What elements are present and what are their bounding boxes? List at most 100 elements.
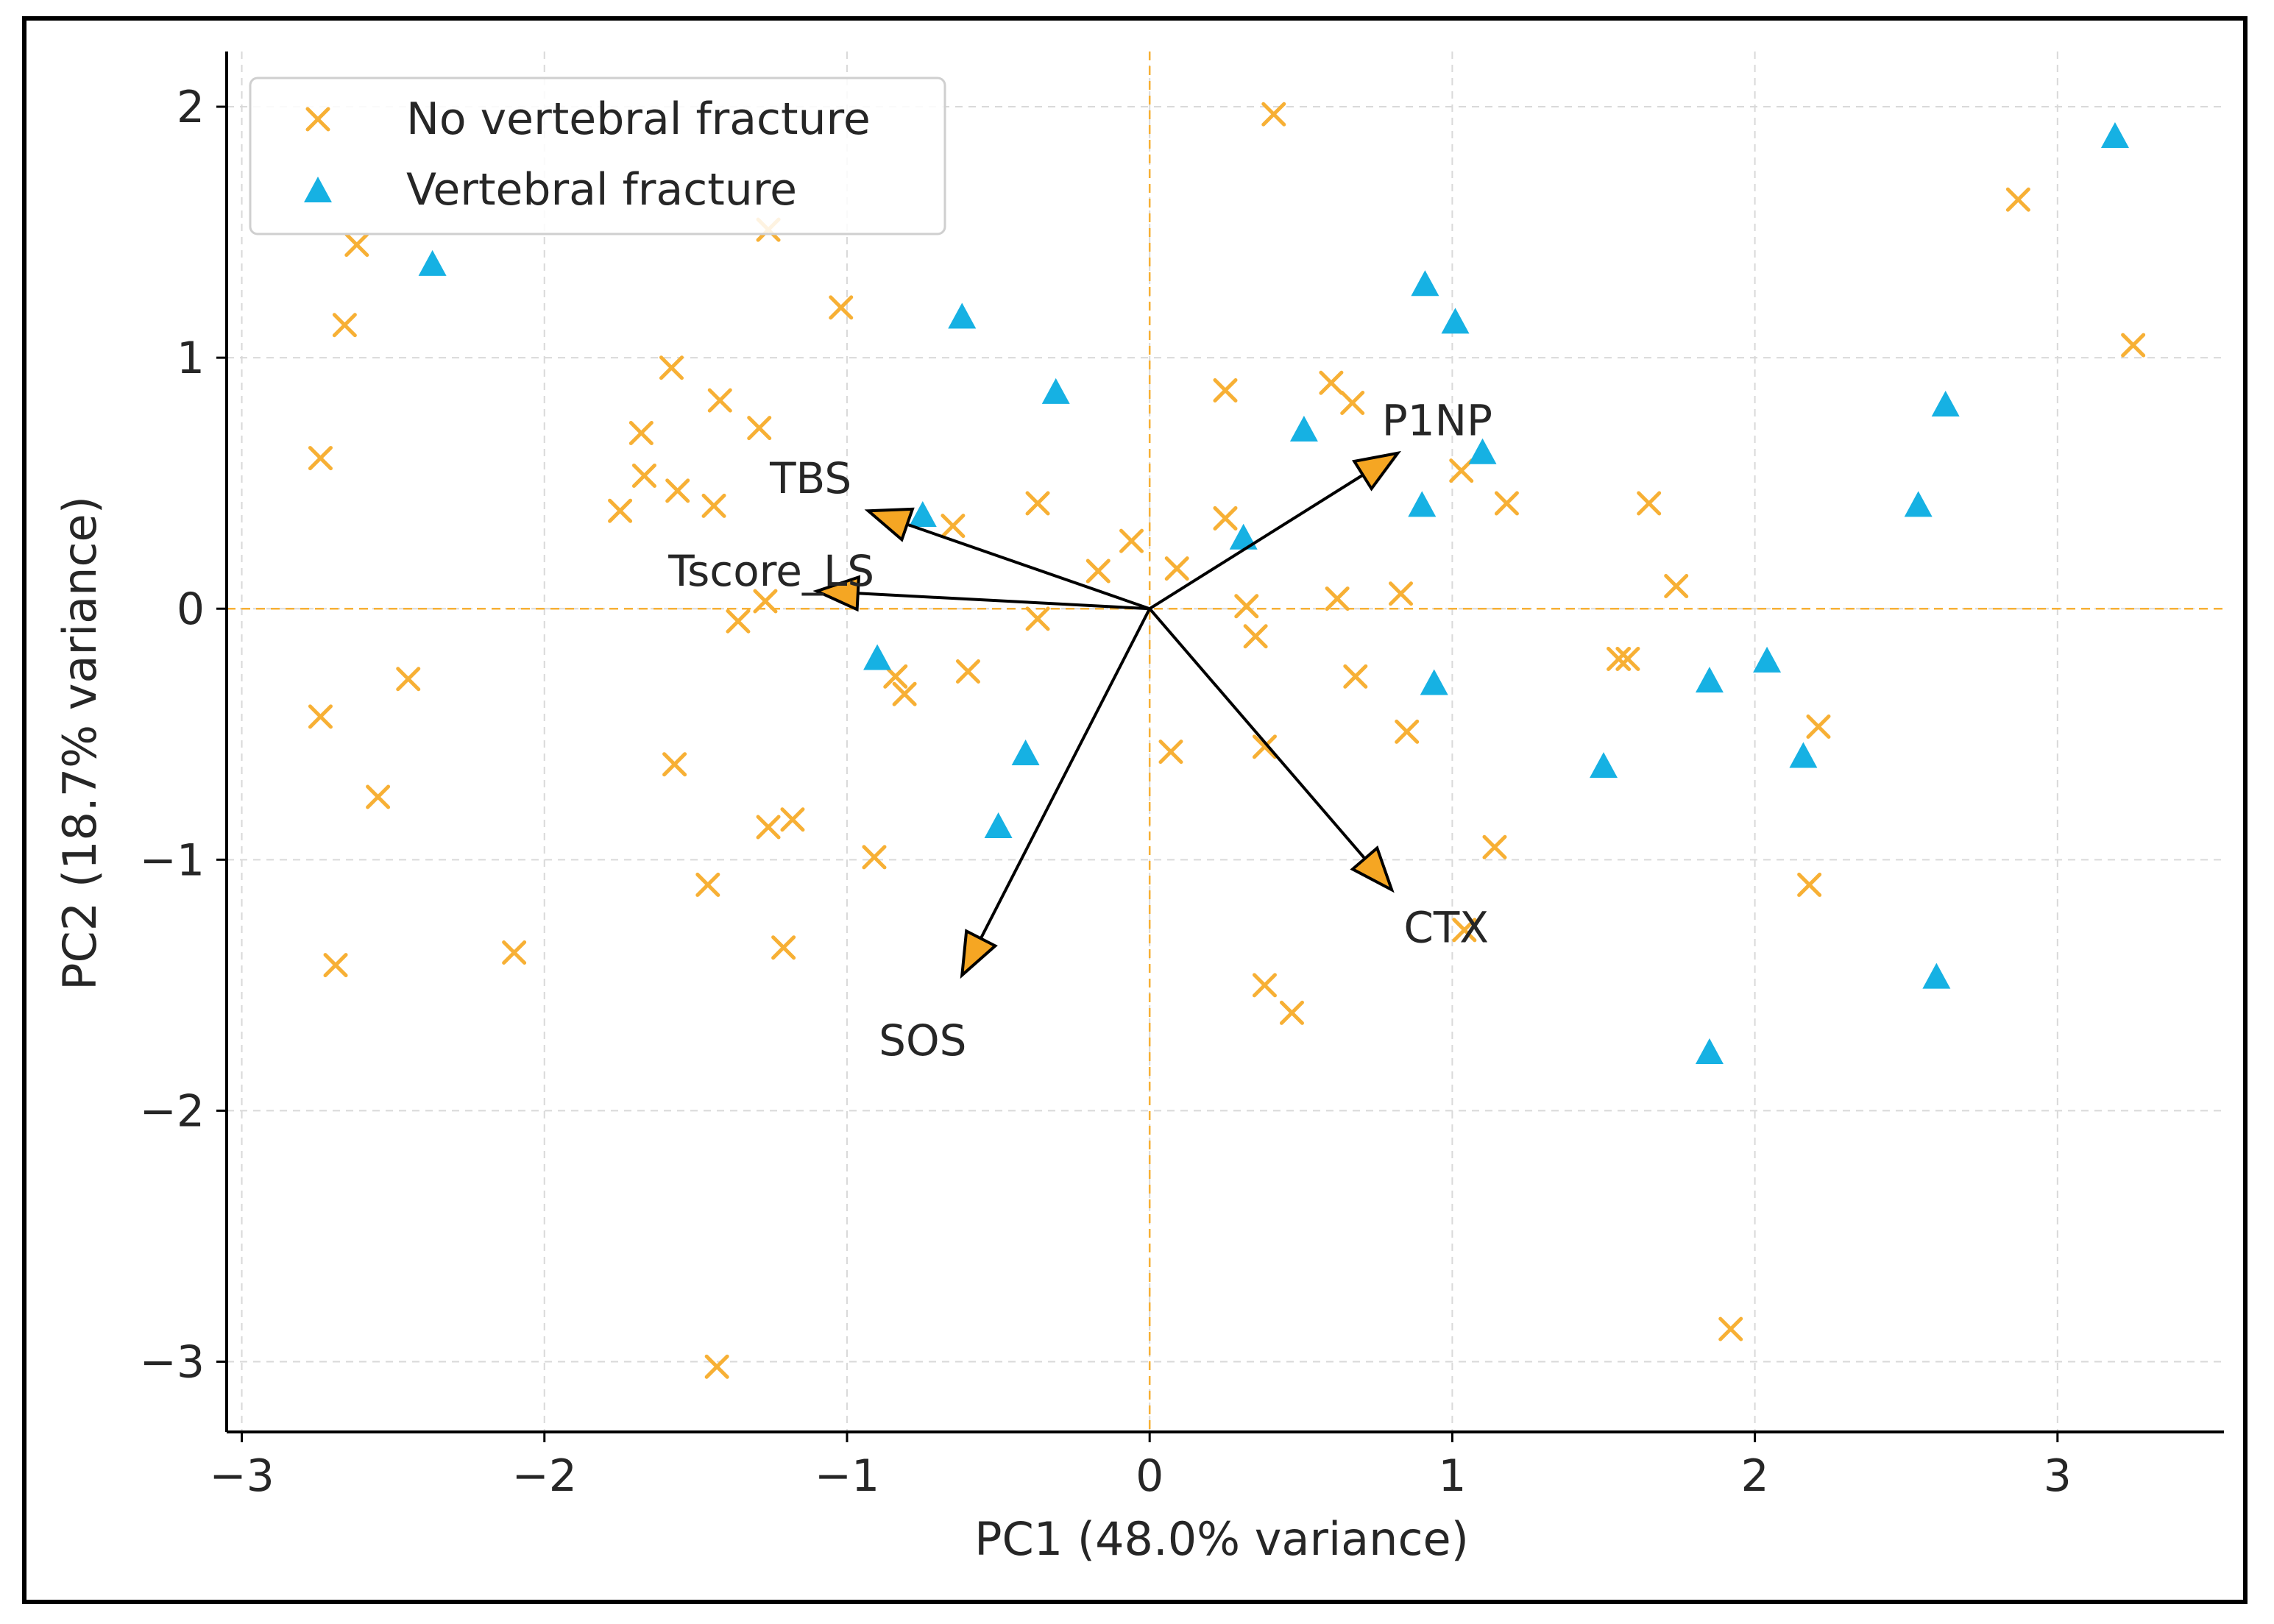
point-no-fracture-stroke — [1482, 834, 1507, 859]
point-no-fracture — [1252, 973, 1277, 998]
point-no-fracture — [1213, 506, 1238, 531]
point-no-fracture-stroke — [1452, 918, 1477, 943]
point-no-fracture-stroke — [1797, 872, 1822, 897]
point-no-fracture-stroke — [726, 609, 751, 634]
point-no-fracture — [862, 845, 887, 870]
point-no-fracture-stroke — [344, 233, 369, 258]
point-no-fracture-stroke — [1637, 491, 1662, 516]
point-no-fracture-stroke — [1319, 370, 1344, 395]
legend-label-no-fracture: No vertebral fracture — [406, 93, 871, 145]
loading-arrow-p1np: P1NP — [1149, 395, 1492, 610]
loading-arrow-shaft — [1148, 607, 1367, 860]
y-axis-title: PC2 (18.7% variance) — [53, 496, 107, 990]
point-no-fracture-stroke — [1494, 491, 1519, 516]
loading-arrow-shaft — [857, 592, 1150, 611]
point-no-fracture — [332, 313, 357, 338]
point-no-fracture-stroke — [323, 953, 348, 978]
point-no-fracture-stroke — [1213, 377, 1238, 403]
point-no-fracture — [726, 609, 751, 634]
point-fracture — [2100, 121, 2129, 148]
loading-arrows: TBS Tscore_LS P1NP CTX SOS — [667, 395, 1492, 1065]
point-no-fracture-stroke — [659, 355, 684, 380]
point-no-fracture — [1607, 646, 1632, 671]
point-no-fracture — [1494, 491, 1519, 516]
tick-labels: −3 −2 −1 0 1 2 3 −3 −2 −1 0 1 2 — [140, 82, 2072, 1502]
point-no-fracture-stroke — [941, 514, 966, 539]
point-fracture — [908, 501, 937, 528]
x-tick-label: −2 — [512, 1450, 577, 1502]
x-tick-label: 1 — [1438, 1450, 1466, 1502]
legend-box — [249, 77, 946, 235]
point-no-fracture-stroke — [1025, 491, 1050, 516]
point-fracture — [1904, 491, 1933, 517]
point-fracture — [1408, 491, 1437, 517]
loading-arrow-sos: SOS — [879, 608, 1151, 1065]
point-no-fracture — [1806, 715, 1831, 740]
point-no-fracture — [780, 807, 805, 832]
point-no-fracture-stroke — [1158, 740, 1183, 765]
point-no-fracture-stroke — [1279, 1000, 1304, 1025]
point-fracture — [1695, 1038, 1724, 1064]
point-no-fracture-stroke — [308, 446, 333, 471]
point-fracture — [1229, 523, 1258, 550]
legend: No vertebral fracture Vertebral fracture — [249, 77, 946, 235]
point-fracture — [948, 302, 977, 329]
point-no-fracture — [1343, 664, 1368, 689]
figure-frame — [22, 16, 2248, 1604]
point-no-fracture — [1119, 528, 1144, 553]
point-no-fracture-stroke — [756, 815, 781, 840]
loading-label-tscore_ls: Tscore_LS — [667, 546, 874, 596]
loading-arrow-tbs: TBS — [769, 453, 1150, 611]
point-no-fracture — [628, 420, 653, 445]
point-fracture — [984, 812, 1013, 838]
point-no-fracture-stroke — [753, 589, 778, 614]
point-no-fracture-stroke — [1119, 528, 1144, 553]
legend-marker-fracture — [304, 177, 332, 202]
point-no-fracture — [608, 498, 633, 523]
y-tick-label: 1 — [177, 333, 205, 384]
point-no-fracture — [1252, 734, 1277, 759]
point-fracture — [1441, 308, 1470, 334]
point-no-fracture — [1213, 377, 1238, 403]
point-no-fracture-stroke — [631, 463, 656, 488]
point-no-fracture-stroke — [1718, 1316, 1743, 1341]
point-no-fracture-stroke — [608, 498, 633, 523]
point-no-fracture — [1279, 1000, 1304, 1025]
point-no-fracture — [1389, 581, 1414, 606]
point-no-fracture — [1025, 491, 1050, 516]
y-tick-label: 0 — [177, 584, 205, 635]
point-no-fracture — [1482, 834, 1507, 859]
point-no-fracture — [1637, 491, 1662, 516]
point-no-fracture-stroke — [1261, 102, 1286, 127]
loading-arrow-head — [1350, 845, 1395, 893]
point-no-fracture — [707, 388, 732, 413]
legend-triangle-shape — [304, 177, 332, 202]
point-no-fracture — [756, 815, 781, 840]
point-no-fracture — [1243, 624, 1268, 649]
point-no-fracture-stroke — [1164, 556, 1189, 581]
point-fracture — [863, 644, 892, 670]
x-tick-label: −1 — [815, 1450, 879, 1502]
point-no-fracture-stroke — [628, 420, 653, 445]
point-no-fracture — [1395, 719, 1420, 744]
loading-label-ctx: CTX — [1403, 902, 1489, 952]
point-no-fracture-stroke — [366, 784, 391, 809]
point-no-fracture — [323, 953, 348, 978]
point-no-fracture — [955, 659, 980, 684]
point-no-fracture — [2121, 333, 2146, 358]
points-layer — [308, 102, 2146, 1379]
loading-arrow-ctx: CTX — [1148, 607, 1489, 952]
point-no-fracture — [1449, 458, 1474, 483]
point-no-fracture — [396, 667, 421, 692]
loading-arrow-tscore_ls: Tscore_LS — [667, 546, 1150, 612]
point-fracture — [1789, 742, 1818, 768]
point-no-fracture — [701, 493, 726, 518]
point-no-fracture-stroke — [780, 807, 805, 832]
point-no-fracture — [1319, 370, 1344, 395]
point-no-fracture-stroke — [1252, 734, 1277, 759]
point-no-fracture — [1234, 594, 1259, 619]
point-no-fracture-stroke — [2121, 333, 2146, 358]
loading-arrow-shaft — [979, 608, 1151, 940]
point-no-fracture — [1158, 740, 1183, 765]
